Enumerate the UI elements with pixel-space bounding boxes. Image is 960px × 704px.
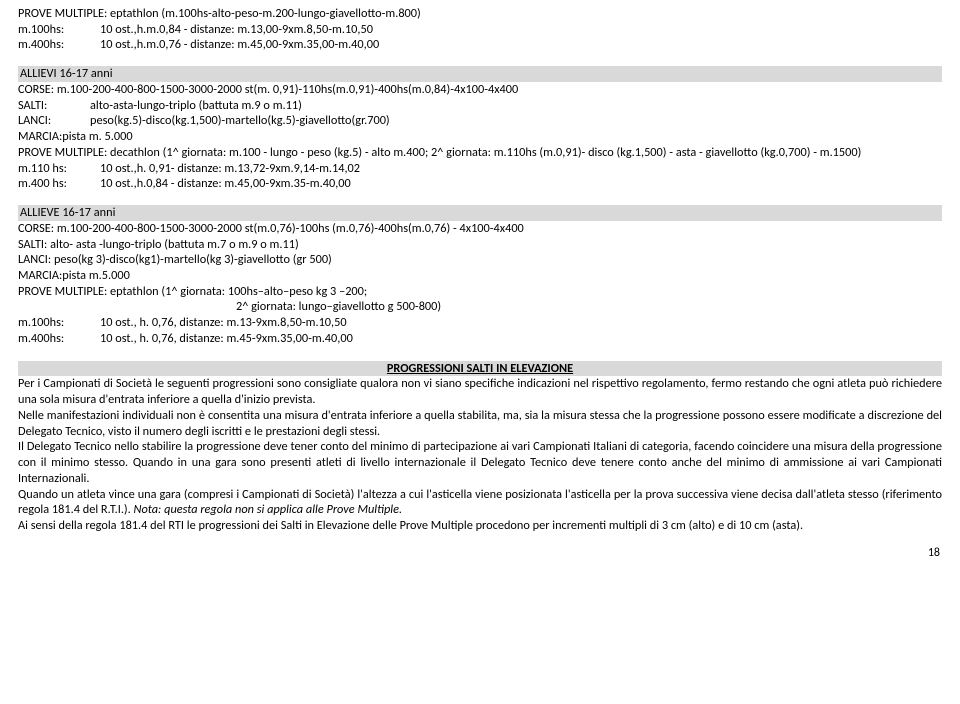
val-400hs-3: 10 ost., h. 0,76, distanze: m.45-9xm.35,… [100, 331, 353, 346]
allievi-400hs: m.400 hs:10 ost.,h.0,84 - distanze: m.45… [18, 176, 942, 192]
prog-p1: Per i Campionati di Società le seguenti … [18, 376, 942, 407]
allievi-110hs: m.110 hs:10 ost.,h. 0,91- distanze: m.13… [18, 161, 942, 177]
prog-p3: Il Delegato Tecnico nello stabilire la p… [18, 439, 942, 486]
label-100hs-2: m.100hs: [18, 315, 100, 331]
allievi-pm: PROVE MULTIPLE: decathlon (1^ giornata: … [18, 145, 942, 161]
allieve-salti: SALTI: alto- asta -lungo-triplo (battuta… [18, 237, 942, 253]
label-400hs: m.400hs: [18, 37, 100, 53]
allievi-marcia: MARCIA:pista m. 5.000 [18, 129, 942, 145]
allieve-lanci: LANCI: peso(kg 3)-disco(kg1)-martello(kg… [18, 252, 942, 268]
val-400hs: 10 ost.,h.m.0,76 - distanze: m.45,00-9xm… [100, 37, 379, 52]
allieve-400hs: m.400hs:10 ost., h. 0,76, distanze: m.45… [18, 331, 942, 347]
top-100hs: m.100hs:10 ost.,h.m.0,84 - distanze: m.1… [18, 22, 942, 38]
allievi-corse: CORSE: m.100-200-400-800-1500-3000-2000 … [18, 82, 942, 98]
val-110hs: 10 ost.,h. 0,91- distanze: m.13,72-9xm.9… [100, 161, 360, 176]
label-400hs-3: m.400hs: [18, 331, 100, 347]
prog-p4-nota: Nota: questa regola non si applica alle … [134, 502, 403, 517]
label-400hs-2: m.400 hs: [18, 176, 100, 192]
top-400hs: m.400hs:10 ost.,h.m.0,76 - distanze: m.4… [18, 37, 942, 53]
label-salti: SALTI: [18, 98, 90, 114]
val-lanci: peso(kg.5)-disco(kg.1,500)-martello(kg.5… [90, 113, 390, 128]
progressioni-title: PROGRESSIONI SALTI IN ELEVAZIONE [18, 361, 942, 377]
top-prove-multiple: PROVE MULTIPLE: eptathlon (m.100hs-alto-… [18, 6, 942, 22]
label-110hs: m.110 hs: [18, 161, 100, 177]
allievi-header: ALLIEVI 16-17 anni [18, 66, 942, 82]
val-100hs: 10 ost.,h.m.0,84 - distanze: m.13,00-9xm… [100, 22, 373, 37]
page-number: 18 [18, 546, 942, 561]
allieve-pm2: 2^ giornata: lungo–giavellotto g 500-800… [18, 299, 942, 315]
allievi-salti: SALTI:alto-asta-lungo-triplo (battuta m.… [18, 98, 942, 114]
val-100hs-2: 10 ost., h. 0,76, distanze: m.13-9xm.8,5… [100, 315, 347, 330]
allievi-lanci: LANCI:peso(kg.5)-disco(kg.1,500)-martell… [18, 113, 942, 129]
prog-p2: Nelle manifestazioni individuali non è c… [18, 408, 942, 439]
val-400hs-2: 10 ost.,h.0,84 - distanze: m.45,00-9xm.3… [100, 176, 351, 191]
prog-p4: Quando un atleta vince una gara (compres… [18, 487, 942, 518]
allieve-header: ALLIEVE 16-17 anni [18, 205, 942, 221]
label-100hs: m.100hs: [18, 22, 100, 38]
val-salti: alto-asta-lungo-triplo (battuta m.9 o m.… [90, 98, 302, 113]
allieve-100hs: m.100hs:10 ost., h. 0,76, distanze: m.13… [18, 315, 942, 331]
prog-p5: Ai sensi della regola 181.4 del RTI le p… [18, 518, 942, 534]
allieve-marcia: MARCIA:pista m.5.000 [18, 268, 942, 284]
allieve-corse: CORSE: m.100-200-400-800-1500-3000-2000 … [18, 221, 942, 237]
label-lanci: LANCI: [18, 113, 90, 129]
allieve-pm1: PROVE MULTIPLE: eptathlon (1^ giornata: … [18, 284, 942, 300]
